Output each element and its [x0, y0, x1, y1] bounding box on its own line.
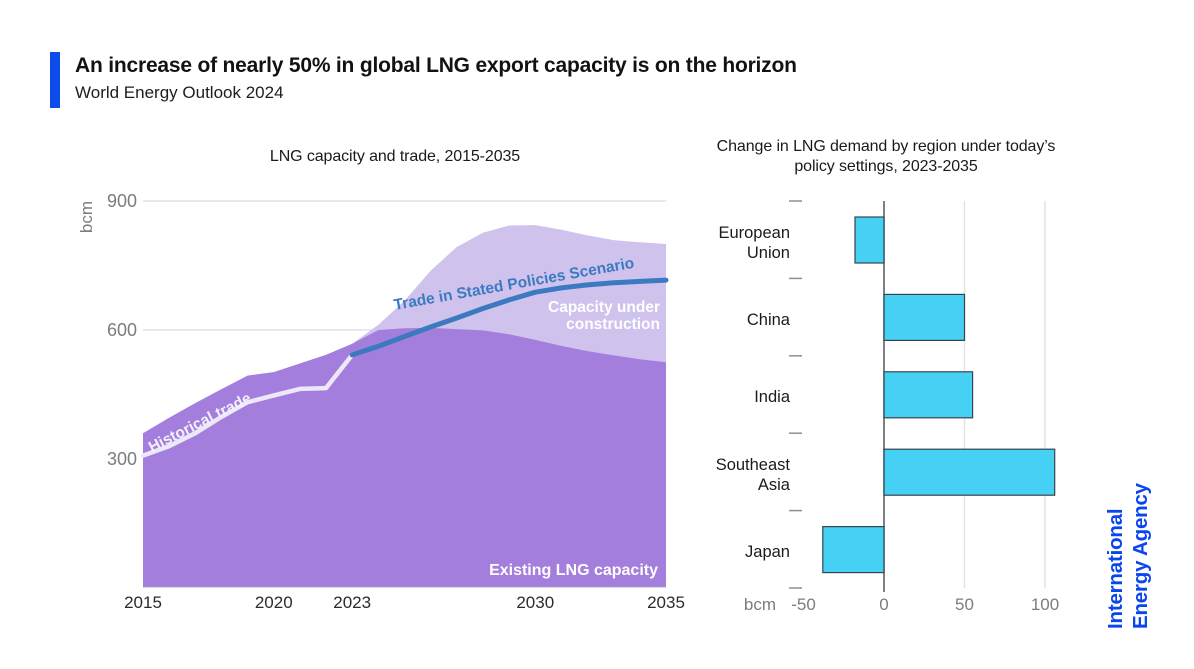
category-label-india: India — [754, 388, 790, 407]
right-x-tick-label--50: -50 — [791, 595, 816, 614]
bar-china — [883, 293, 966, 341]
right-chart-title: Change in LNG demand by region under tod… — [676, 137, 1096, 176]
right-chart-title-line2: policy settings, 2023-2035 — [794, 157, 978, 175]
right-x-tick-label-0: 0 — [879, 595, 889, 614]
bar-japan — [822, 525, 885, 574]
title-accent-bar — [50, 52, 60, 108]
iea-logo-text: International Energy Agency — [1103, 423, 1153, 629]
right-chart-title-line1: Change in LNG demand by region under tod… — [716, 138, 1056, 155]
right-x-tick-label-100: 100 — [1030, 595, 1060, 614]
left-y-tick-label-600: 600 — [106, 320, 137, 340]
iea-logo-line2: Energy Agency — [1129, 483, 1152, 629]
category-label-european-union: European Union — [718, 223, 790, 262]
category-label-china: China — [746, 311, 790, 330]
historical-trade-line — [140, 352, 355, 458]
right-x-tick-label-50: 50 — [955, 595, 974, 614]
existing-lng-capacity-label: Existing LNG capacity — [489, 562, 658, 579]
existing-lng-capacity-area — [143, 327, 666, 588]
left-x-tick-label-2023: 2023 — [333, 593, 372, 612]
left-x-tick-label-2015: 2015 — [124, 593, 162, 612]
bar-india — [883, 371, 974, 419]
left-chart-title: LNG capacity and trade, 2015-2035 — [269, 148, 521, 165]
page-title: An increase of nearly 50% in global LNG … — [75, 54, 797, 77]
iea-logo-line1: International — [1104, 508, 1127, 629]
left-x-tick-label-2035: 2035 — [647, 593, 685, 612]
capacity-under-construction-label: Capacity under construction — [548, 299, 660, 333]
bar-southeast-asia — [883, 448, 1056, 496]
left-x-tick-label-2020: 2020 — [254, 593, 293, 612]
left-y-tick-label-300: 300 — [106, 449, 137, 469]
right-x-axis-unit: bcm — [743, 595, 776, 614]
stated-policies-trade-line — [349, 277, 669, 358]
page-subtitle: World Energy Outlook 2024 — [75, 83, 284, 102]
category-label-southeast-asia: Southeast Asia — [715, 455, 790, 494]
bar-european-union — [854, 216, 885, 264]
left-y-tick-label-900: 900 — [106, 191, 137, 211]
category-label-japan: Japan — [745, 543, 790, 562]
left-x-tick-label-2030: 2030 — [516, 593, 555, 612]
